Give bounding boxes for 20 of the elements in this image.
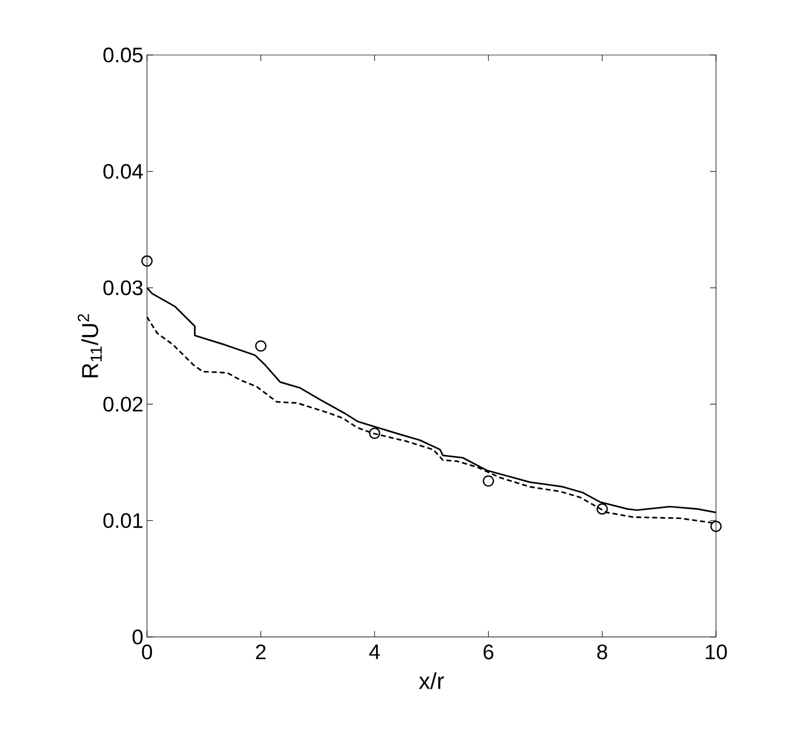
point	[482, 475, 494, 487]
x-tick-label: 10	[706, 644, 727, 660]
x-tick-label: 4	[369, 644, 380, 659]
point	[710, 520, 722, 532]
x-tick-label: 6	[484, 644, 494, 660]
point	[368, 428, 380, 439]
y-tick-label: 0.01	[103, 513, 142, 528]
y-tick-label: 0	[132, 630, 143, 644]
x-axis-title: x/r	[418, 672, 444, 690]
y-axis-title: R$_{11}$/U$^{2}$	[78, 314, 102, 378]
point	[255, 340, 266, 352]
y-tick-label: 0.04	[103, 164, 143, 179]
x-tick-label: 2	[256, 644, 266, 660]
y-tick-label: 0.05	[103, 48, 143, 62]
point	[141, 255, 153, 267]
x-tick-label: 0	[142, 644, 152, 660]
y-tick-label: 0.03	[103, 280, 143, 296]
x-tick-label: 8	[597, 644, 608, 660]
point	[596, 503, 608, 515]
y-tick-label: 0.02	[103, 396, 142, 412]
